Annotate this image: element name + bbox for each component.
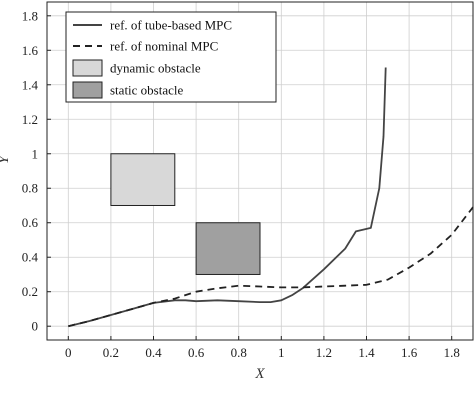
y-tick-label-1: 0.2	[22, 284, 38, 299]
x-tick-label-8: 1.6	[401, 345, 418, 360]
x-axis-label: X	[254, 366, 265, 382]
obstacles	[110, 153, 261, 275]
x-tick-label-6: 1.2	[316, 345, 332, 360]
y-tick-label-3: 0.6	[22, 215, 39, 230]
legend-label-dynamic-obstacle: dynamic obstacle	[110, 61, 201, 76]
series	[68, 67, 474, 328]
x-tick-label-9: 1.8	[444, 345, 460, 360]
y-tick-label-9: 1.8	[22, 8, 38, 23]
legend-swatch-dynamic-obstacle	[72, 59, 103, 77]
x-tick-label-3: 0.6	[188, 345, 205, 360]
y-axis-label: Y	[0, 154, 12, 164]
y-tick-label-0: 0	[32, 319, 39, 334]
x-tick-label-0: 0	[65, 345, 72, 360]
y-tick-label-2: 0.4	[22, 250, 39, 265]
y-tick-label-7: 1.4	[22, 77, 39, 92]
series-line-nominal-mpc	[68, 206, 474, 328]
x-tick-label-7: 1.4	[358, 345, 375, 360]
legend-label-nominal-mpc: ref. of nominal MPC	[110, 39, 218, 54]
dynamic-obstacle-rect	[110, 153, 176, 206]
plot-frame	[46, 1, 474, 341]
x-tick-label-1: 0.2	[103, 345, 119, 360]
y-tick-label-4: 0.8	[22, 181, 38, 196]
y-tick-label-8: 1.6	[22, 43, 39, 58]
y-tick-label-5: 1	[32, 146, 39, 161]
x-tick-label-4: 0.8	[231, 345, 247, 360]
ticks: 0 0.2 0.4 0.6 0.8 1 1.2 1.4 1.6 1.8 0 0.2 0.4 0.6 0.8 1…	[22, 8, 460, 360]
legend-label-static-obstacle: static obstacle	[110, 83, 184, 98]
y-tick-label-6: 1.2	[22, 112, 38, 127]
legend-label-tube-mpc: ref. of tube-based MPC	[110, 18, 232, 33]
x-tick-label-2: 0.4	[145, 345, 162, 360]
legend: ref. of tube-based MPC ref. of nominal M…	[65, 11, 277, 103]
x-tick-label-5: 1	[278, 345, 285, 360]
static-obstacle-rect	[195, 222, 261, 275]
legend-swatch-static-obstacle	[72, 81, 103, 99]
